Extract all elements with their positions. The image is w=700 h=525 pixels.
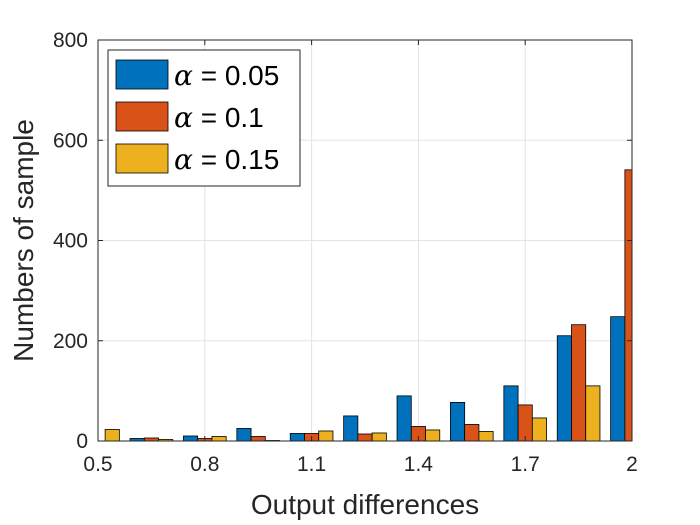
x-tick-label: 0.8 <box>190 453 219 476</box>
x-tick-labels: 0.5 0.8 1.1 1.4 1.7 2 <box>83 453 637 476</box>
y-tick-label: 200 <box>53 330 88 353</box>
bar-1-9 <box>503 385 519 442</box>
alpha-symbol: α <box>174 59 193 92</box>
y-tick-label: 0 <box>76 430 88 453</box>
bar-1-4 <box>236 428 252 442</box>
bar-2-10 <box>571 324 587 442</box>
tick-marks <box>97 39 633 442</box>
alpha-symbol: α <box>174 101 193 134</box>
x-tick-label: 2 <box>626 453 638 476</box>
bar-3-5 <box>318 430 334 442</box>
bar-1-11 <box>610 316 626 442</box>
bar-1-10 <box>556 335 572 442</box>
legend-value: = 0.05 <box>193 60 279 91</box>
bar-1-8 <box>450 402 466 442</box>
legend-value: = 0.15 <box>193 144 279 175</box>
legend-label-2: α = 0.1 <box>174 101 264 134</box>
legend-swatch-2 <box>115 101 169 132</box>
bar-1-5 <box>289 433 305 442</box>
legend-value: = 0.1 <box>193 102 264 133</box>
bar-3-8 <box>478 431 494 442</box>
legend-label-3: α = 0.15 <box>174 143 279 176</box>
bar-3-3 <box>211 436 227 442</box>
bar-2-11 <box>624 169 633 442</box>
y-axis-label: Numbers of sample <box>8 119 39 362</box>
bar-1-7 <box>396 395 412 442</box>
x-tick-label: 0.5 <box>83 453 112 476</box>
bar-2-6 <box>357 433 373 442</box>
bar-1-3 <box>183 435 199 442</box>
bars <box>104 169 633 442</box>
y-tick-label: 400 <box>53 230 88 253</box>
bar-3-7 <box>425 429 441 442</box>
x-tick-label: 1.1 <box>297 453 326 476</box>
x-tick-label: 1.4 <box>404 453 434 476</box>
bar-2-8 <box>464 424 480 442</box>
alpha-symbol: α <box>174 143 193 176</box>
bar-1-6 <box>343 415 359 442</box>
y-tick-label: 800 <box>53 29 88 52</box>
bar-2-4 <box>250 436 266 442</box>
bar-3-10 <box>585 385 601 442</box>
legend-swatch-1 <box>115 59 169 90</box>
legend: α = 0.05α = 0.1α = 0.15 <box>107 49 301 187</box>
x-axis-label: Output differences <box>251 489 479 520</box>
bar-2-9 <box>517 404 533 442</box>
y-tick-labels: 0 200 400 600 800 <box>53 29 88 453</box>
bar-3-9 <box>531 417 547 442</box>
legend-swatch-3 <box>115 143 169 174</box>
bar-3-1 <box>104 429 120 442</box>
x-tick-label: 1.7 <box>511 453 540 476</box>
bar-3-6 <box>371 432 387 442</box>
legend-label-1: α = 0.05 <box>174 59 279 92</box>
y-tick-label: 600 <box>53 129 88 152</box>
